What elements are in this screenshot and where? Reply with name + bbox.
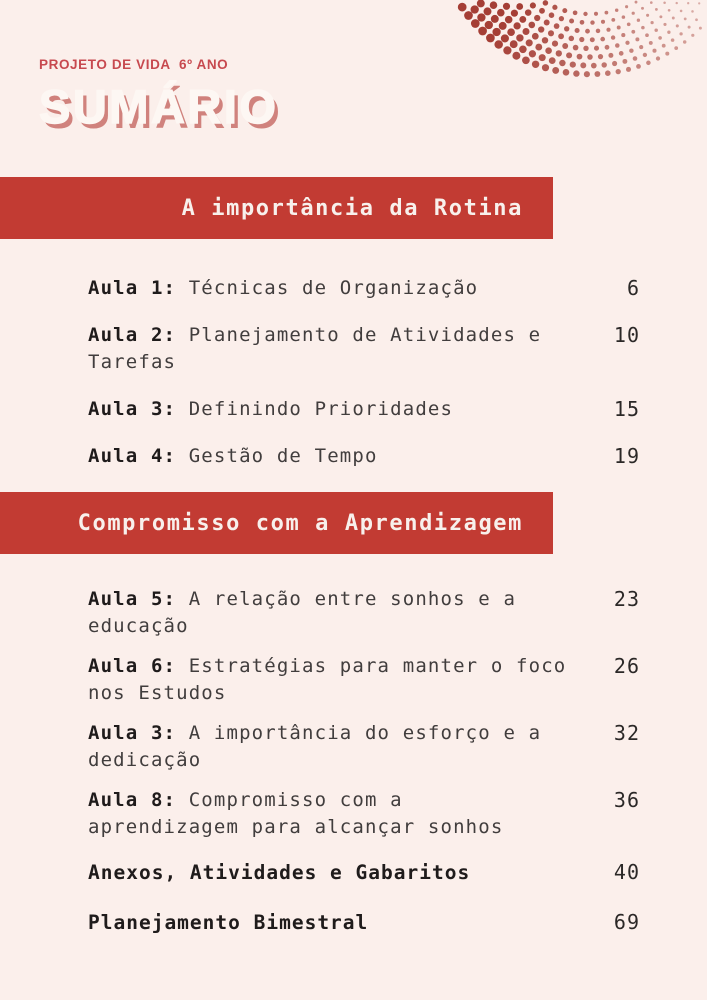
toc-sections: A importância da Rotina Aula 1: Técnicas …	[0, 177, 707, 841]
footer-item-label: Anexos, Atividades e Gabaritos	[88, 861, 471, 884]
page-title: SUMÁRIO	[38, 80, 279, 133]
item-page: 15	[613, 397, 640, 421]
toc-item[interactable]: Aula 6: Estratégias para manter o foco n…	[88, 653, 640, 707]
item-page: 36	[613, 788, 640, 812]
item-page: 6	[626, 276, 640, 300]
toc-list: Aula 5: A relação entre sonhos e a educa…	[88, 586, 640, 841]
footer-item[interactable]: Anexos, Atividades e Gabaritos 40	[88, 859, 640, 886]
kicker: PROJETO DE VIDA 6º ANO	[39, 57, 229, 72]
item-label: Aula 8:	[88, 789, 177, 811]
footer-item-label: Planejamento Bimestral	[88, 911, 369, 934]
toc-section: Compromisso com a Aprendizagem Aula 5: A …	[0, 492, 707, 841]
toc-item[interactable]: Aula 2: Planejamento de Atividades e Tar…	[88, 322, 640, 376]
item-page: 10	[613, 323, 640, 347]
footer-item[interactable]: Planejamento Bimestral 69	[88, 909, 640, 936]
toc-item[interactable]: Aula 1: Técnicas de Organização 6	[88, 275, 640, 302]
toc-section: A importância da Rotina Aula 1: Técnicas …	[0, 177, 707, 470]
footer-list: Anexos, Atividades e Gabaritos 40 Planejam…	[88, 859, 640, 936]
toc-item[interactable]: Aula 5: A relação entre sonhos e a educa…	[88, 586, 640, 640]
item-page: 40	[613, 860, 640, 884]
toc-item[interactable]: Aula 4: Gestão de Tempo 19	[88, 443, 640, 470]
item-title: A relação entre sonhos e a educação	[88, 588, 517, 637]
item-text: Aula 2: Planejamento de Atividades e Tar…	[88, 322, 584, 376]
item-page: 19	[613, 444, 640, 468]
toc-list: Aula 1: Técnicas de Organização 6 Aula 2: …	[88, 275, 640, 470]
item-text: Aula 3: Definindo Prioridades	[88, 396, 584, 423]
section-banner: Compromisso com a Aprendizagem	[0, 492, 553, 554]
item-label: Aula 2:	[88, 324, 177, 346]
toc-item[interactable]: Aula 3: A importância do esforço e a ded…	[88, 720, 640, 774]
item-title: A importância do esforço e a dedicação	[88, 722, 542, 771]
item-page: 26	[613, 654, 640, 678]
item-label: Aula 3:	[88, 398, 177, 420]
item-title: Compromisso com a aprendizagem para alca…	[88, 789, 504, 838]
item-title: Estratégias para manter o foco nos Estud…	[88, 655, 567, 704]
item-text: Aula 5: A relação entre sonhos e a educa…	[88, 586, 584, 640]
item-label: Aula 3:	[88, 722, 177, 744]
item-title: Gestão de Tempo	[176, 445, 378, 467]
toc-item[interactable]: Aula 8: Compromisso com a aprendizagem p…	[88, 787, 640, 841]
section-banner-label: A importância da Rotina	[181, 195, 523, 221]
item-title: Técnicas de Organização	[176, 277, 479, 299]
item-label: Aula 1:	[88, 277, 177, 299]
toc-item[interactable]: Aula 3: Definindo Prioridades 15	[88, 396, 640, 423]
item-text: Aula 1: Técnicas de Organização	[88, 275, 584, 302]
item-label: Aula 5:	[88, 588, 177, 610]
section-banner-label: Compromisso com a Aprendizagem	[77, 510, 523, 536]
item-page: 32	[613, 721, 640, 745]
item-page: 23	[613, 587, 640, 611]
item-text: Aula 3: A importância do esforço e a ded…	[88, 720, 584, 774]
item-text: Aula 8: Compromisso com a aprendizagem p…	[88, 787, 584, 841]
item-text: Aula 4: Gestão de Tempo	[88, 443, 584, 470]
item-label: Aula 4:	[88, 445, 177, 467]
item-page: 69	[613, 910, 640, 934]
item-label: Aula 6:	[88, 655, 177, 677]
item-text: Aula 6: Estratégias para manter o foco n…	[88, 653, 584, 707]
item-title: Definindo Prioridades	[176, 398, 454, 420]
item-title: Planejamento de Atividades e Tarefas	[88, 324, 542, 373]
section-banner: A importância da Rotina	[0, 177, 553, 239]
